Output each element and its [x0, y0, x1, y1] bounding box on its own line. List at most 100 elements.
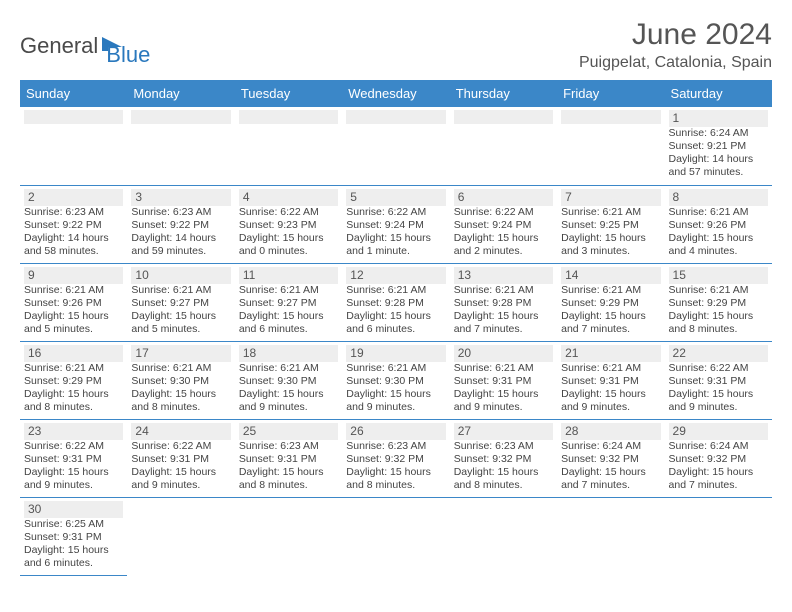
daylight-text-2: and 4 minutes. — [669, 245, 768, 258]
sunset-text: Sunset: 9:31 PM — [24, 453, 123, 466]
sunset-text: Sunset: 9:23 PM — [239, 219, 338, 232]
logo-text-general: General — [20, 33, 98, 59]
calendar-cell: 24Sunrise: 6:22 AMSunset: 9:31 PMDayligh… — [127, 419, 234, 497]
daylight-text: Daylight: 15 hours — [346, 466, 445, 479]
empty-numbar — [346, 110, 445, 124]
sunset-text: Sunset: 9:27 PM — [131, 297, 230, 310]
daylight-text-2: and 57 minutes. — [669, 166, 768, 179]
sunrise-text: Sunrise: 6:22 AM — [346, 206, 445, 219]
daylight-text: Daylight: 15 hours — [454, 388, 553, 401]
sunrise-text: Sunrise: 6:22 AM — [131, 440, 230, 453]
empty-numbar — [239, 110, 338, 124]
calendar-cell: 5Sunrise: 6:22 AMSunset: 9:24 PMDaylight… — [342, 185, 449, 263]
daylight-text: Daylight: 15 hours — [239, 232, 338, 245]
sunset-text: Sunset: 9:31 PM — [24, 531, 123, 544]
daylight-text: Daylight: 15 hours — [131, 466, 230, 479]
daylight-text-2: and 1 minute. — [346, 245, 445, 258]
month-title: June 2024 — [579, 18, 772, 52]
sunrise-text: Sunrise: 6:25 AM — [24, 518, 123, 531]
sunrise-text: Sunrise: 6:21 AM — [131, 284, 230, 297]
day-number: 17 — [131, 345, 230, 362]
daylight-text-2: and 8 minutes. — [131, 401, 230, 414]
sunrise-text: Sunrise: 6:23 AM — [346, 440, 445, 453]
daylight-text-2: and 7 minutes. — [454, 323, 553, 336]
sunset-text: Sunset: 9:29 PM — [24, 375, 123, 388]
day-number: 22 — [669, 345, 768, 362]
sunset-text: Sunset: 9:30 PM — [131, 375, 230, 388]
day-number: 3 — [131, 189, 230, 206]
daylight-text-2: and 7 minutes. — [561, 479, 660, 492]
day-number: 24 — [131, 423, 230, 440]
calendar-week-row: 2Sunrise: 6:23 AMSunset: 9:22 PMDaylight… — [20, 185, 772, 263]
daylight-text-2: and 58 minutes. — [24, 245, 123, 258]
sunrise-text: Sunrise: 6:23 AM — [24, 206, 123, 219]
calendar-cell: 18Sunrise: 6:21 AMSunset: 9:30 PMDayligh… — [235, 341, 342, 419]
day-number: 10 — [131, 267, 230, 284]
calendar-cell — [342, 107, 449, 185]
sunrise-text: Sunrise: 6:21 AM — [346, 362, 445, 375]
calendar-cell: 10Sunrise: 6:21 AMSunset: 9:27 PMDayligh… — [127, 263, 234, 341]
sunset-text: Sunset: 9:26 PM — [669, 219, 768, 232]
calendar-week-row: 1Sunrise: 6:24 AMSunset: 9:21 PMDaylight… — [20, 107, 772, 185]
calendar-cell: 25Sunrise: 6:23 AMSunset: 9:31 PMDayligh… — [235, 419, 342, 497]
daylight-text-2: and 5 minutes. — [24, 323, 123, 336]
sunset-text: Sunset: 9:31 PM — [561, 375, 660, 388]
daylight-text-2: and 59 minutes. — [131, 245, 230, 258]
sunset-text: Sunset: 9:31 PM — [131, 453, 230, 466]
day-number: 7 — [561, 189, 660, 206]
daylight-text: Daylight: 15 hours — [454, 232, 553, 245]
sunrise-text: Sunrise: 6:23 AM — [131, 206, 230, 219]
day-number: 15 — [669, 267, 768, 284]
calendar-cell: 7Sunrise: 6:21 AMSunset: 9:25 PMDaylight… — [557, 185, 664, 263]
sunset-text: Sunset: 9:30 PM — [346, 375, 445, 388]
sunrise-text: Sunrise: 6:22 AM — [669, 362, 768, 375]
calendar-cell: 30Sunrise: 6:25 AMSunset: 9:31 PMDayligh… — [20, 497, 127, 575]
daylight-text: Daylight: 15 hours — [239, 388, 338, 401]
daylight-text-2: and 6 minutes. — [346, 323, 445, 336]
day-number: 9 — [24, 267, 123, 284]
daylight-text: Daylight: 14 hours — [24, 232, 123, 245]
day-number: 5 — [346, 189, 445, 206]
day-header: Thursday — [450, 80, 557, 107]
calendar-cell: 14Sunrise: 6:21 AMSunset: 9:29 PMDayligh… — [557, 263, 664, 341]
daylight-text: Daylight: 15 hours — [454, 310, 553, 323]
sunrise-text: Sunrise: 6:21 AM — [454, 284, 553, 297]
sunrise-text: Sunrise: 6:21 AM — [239, 362, 338, 375]
day-number: 14 — [561, 267, 660, 284]
sunset-text: Sunset: 9:22 PM — [131, 219, 230, 232]
calendar-cell: 4Sunrise: 6:22 AMSunset: 9:23 PMDaylight… — [235, 185, 342, 263]
daylight-text-2: and 9 minutes. — [131, 479, 230, 492]
day-number: 18 — [239, 345, 338, 362]
sunrise-text: Sunrise: 6:21 AM — [24, 284, 123, 297]
sunrise-text: Sunrise: 6:21 AM — [669, 284, 768, 297]
sunrise-text: Sunrise: 6:21 AM — [24, 362, 123, 375]
sunrise-text: Sunrise: 6:23 AM — [239, 440, 338, 453]
day-number: 20 — [454, 345, 553, 362]
day-header-row: Sunday Monday Tuesday Wednesday Thursday… — [20, 80, 772, 107]
daylight-text-2: and 7 minutes. — [669, 479, 768, 492]
sunset-text: Sunset: 9:26 PM — [24, 297, 123, 310]
day-number: 21 — [561, 345, 660, 362]
calendar-cell: 27Sunrise: 6:23 AMSunset: 9:32 PMDayligh… — [450, 419, 557, 497]
empty-numbar — [454, 110, 553, 124]
sunset-text: Sunset: 9:29 PM — [561, 297, 660, 310]
day-number: 19 — [346, 345, 445, 362]
daylight-text: Daylight: 15 hours — [669, 388, 768, 401]
calendar-cell — [127, 107, 234, 185]
daylight-text-2: and 6 minutes. — [239, 323, 338, 336]
calendar-cell: 15Sunrise: 6:21 AMSunset: 9:29 PMDayligh… — [665, 263, 772, 341]
logo: General Blue — [20, 24, 150, 68]
calendar-cell — [342, 497, 449, 575]
calendar-week-row: 23Sunrise: 6:22 AMSunset: 9:31 PMDayligh… — [20, 419, 772, 497]
daylight-text: Daylight: 15 hours — [454, 466, 553, 479]
sunrise-text: Sunrise: 6:24 AM — [669, 127, 768, 140]
sunrise-text: Sunrise: 6:24 AM — [561, 440, 660, 453]
daylight-text: Daylight: 15 hours — [131, 388, 230, 401]
location: Puigpelat, Catalonia, Spain — [579, 54, 772, 72]
title-block: June 2024 Puigpelat, Catalonia, Spain — [579, 18, 772, 72]
daylight-text-2: and 8 minutes. — [239, 479, 338, 492]
sunrise-text: Sunrise: 6:22 AM — [24, 440, 123, 453]
sunset-text: Sunset: 9:24 PM — [454, 219, 553, 232]
daylight-text-2: and 8 minutes. — [454, 479, 553, 492]
sunrise-text: Sunrise: 6:21 AM — [561, 284, 660, 297]
